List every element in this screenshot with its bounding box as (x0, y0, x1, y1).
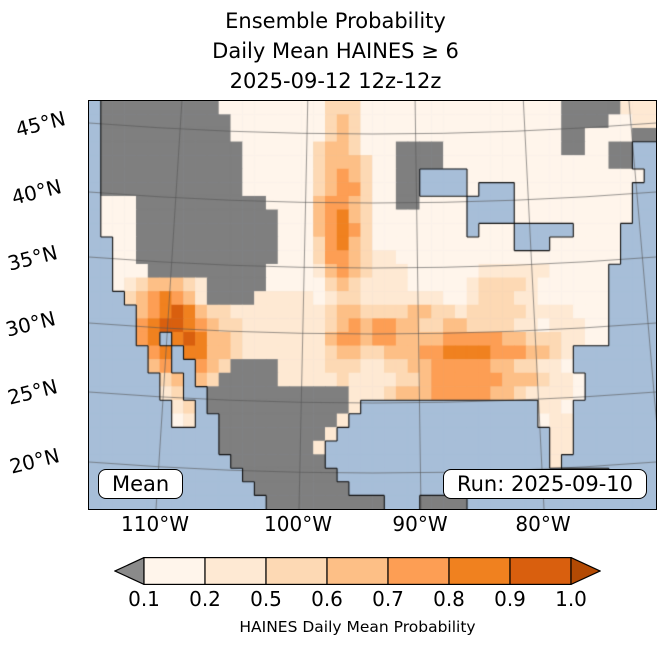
colorbar-tick-0.6: 0.6 (311, 587, 343, 611)
colorbar-tick-0.5: 0.5 (250, 587, 282, 611)
colorbar-segment-3 (326, 557, 389, 585)
map-canvas (89, 101, 656, 509)
colorbar-over-arrow (570, 557, 601, 585)
run-badge: Run: 2025-09-10 (442, 469, 647, 499)
colorbar-tick-0.8: 0.8 (433, 587, 465, 611)
colorbar-segment-2 (265, 557, 328, 585)
colorbar-tick-1.0: 1.0 (555, 587, 587, 611)
colorbar-tick-0.7: 0.7 (372, 587, 404, 611)
lat-tick-label-20°N: 20°N (7, 443, 62, 479)
lat-tick-label-30°N: 30°N (3, 306, 58, 342)
lon-tick-label-100°W: 100°W (264, 512, 332, 536)
lat-tick-label-35°N: 35°N (5, 240, 60, 276)
map-plot: Mean Run: 2025-09-10 (88, 100, 657, 510)
colorbar-tick-0.1: 0.1 (128, 587, 160, 611)
colorbar-segment-5 (448, 557, 511, 585)
colorbar-segment-6 (509, 557, 572, 585)
title-line-2: Daily Mean HAINES ≥ 6 (212, 39, 459, 63)
colorbar (114, 557, 601, 585)
colorbar-under-arrow (114, 557, 145, 585)
colorbar-label: HAINES Daily Mean Probability (239, 618, 476, 636)
colorbar-tick-0.2: 0.2 (189, 587, 221, 611)
lat-tick-label-25°N: 25°N (5, 374, 60, 410)
title-line-1: Ensemble Probability (225, 9, 446, 33)
colorbar-segment-4 (387, 557, 450, 585)
figure-title: Ensemble Probability Daily Mean HAINES ≥… (0, 6, 671, 96)
title-line-3: 2025-09-12 12z-12z (229, 69, 442, 93)
lon-tick-label-80°W: 80°W (515, 512, 571, 536)
lon-tick-label-110°W: 110°W (121, 512, 189, 536)
lat-tick-label-45°N: 45°N (13, 106, 68, 142)
lat-tick-label-40°N: 40°N (9, 174, 64, 210)
colorbar-segment-0 (143, 557, 206, 585)
mean-badge: Mean (98, 469, 184, 499)
colorbar-segment-1 (204, 557, 267, 585)
lon-tick-label-90°W: 90°W (392, 512, 448, 536)
colorbar-tick-0.9: 0.9 (494, 587, 526, 611)
